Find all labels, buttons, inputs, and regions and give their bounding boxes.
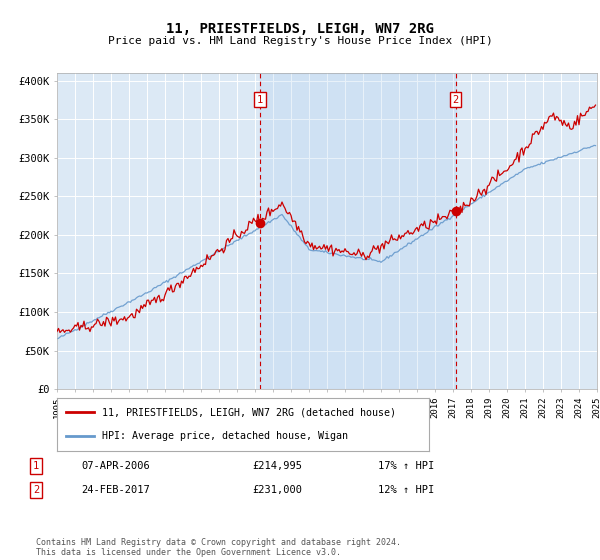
Text: 1: 1 (33, 461, 39, 471)
Text: 2: 2 (452, 95, 459, 105)
Text: 07-APR-2006: 07-APR-2006 (81, 461, 150, 471)
Text: £214,995: £214,995 (252, 461, 302, 471)
Text: 2: 2 (33, 485, 39, 495)
Text: 24-FEB-2017: 24-FEB-2017 (81, 485, 150, 495)
Text: 11, PRIESTFIELDS, LEIGH, WN7 2RG: 11, PRIESTFIELDS, LEIGH, WN7 2RG (166, 22, 434, 36)
Text: 12% ↑ HPI: 12% ↑ HPI (378, 485, 434, 495)
Text: £231,000: £231,000 (252, 485, 302, 495)
Text: 17% ↑ HPI: 17% ↑ HPI (378, 461, 434, 471)
Text: HPI: Average price, detached house, Wigan: HPI: Average price, detached house, Wiga… (101, 431, 347, 441)
Text: 11, PRIESTFIELDS, LEIGH, WN7 2RG (detached house): 11, PRIESTFIELDS, LEIGH, WN7 2RG (detach… (101, 408, 395, 418)
Text: Contains HM Land Registry data © Crown copyright and database right 2024.
This d: Contains HM Land Registry data © Crown c… (36, 538, 401, 557)
Bar (260, 73, 456, 389)
Text: 1: 1 (257, 95, 263, 105)
Text: Price paid vs. HM Land Registry's House Price Index (HPI): Price paid vs. HM Land Registry's House … (107, 36, 493, 46)
